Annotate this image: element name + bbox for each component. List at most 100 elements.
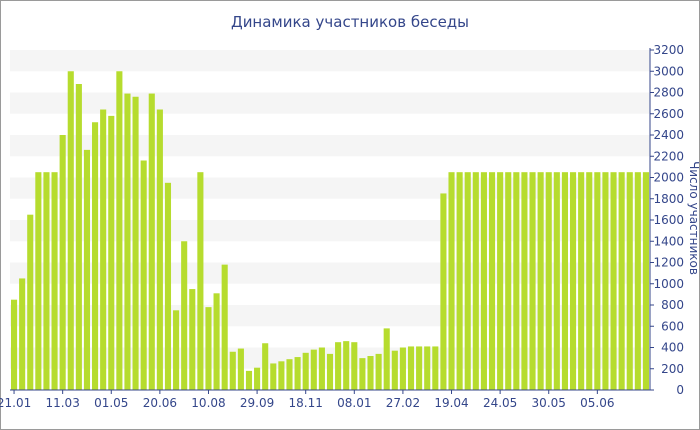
- bar: [569, 172, 577, 390]
- x-tick-label: 30.05: [532, 396, 566, 410]
- bar: [270, 363, 277, 390]
- bar: [11, 299, 18, 390]
- bar: [375, 353, 382, 391]
- bar: [424, 346, 431, 390]
- bar: [108, 115, 115, 391]
- bar: [626, 172, 633, 390]
- bar: [302, 352, 309, 390]
- bar: [245, 370, 253, 391]
- bar: [197, 172, 204, 390]
- bar: [610, 172, 617, 390]
- bar: [618, 172, 625, 390]
- bar: [148, 93, 155, 390]
- bar: [497, 172, 504, 390]
- bar: [156, 109, 163, 390]
- bar: [83, 149, 91, 390]
- x-tick-label: 05.06: [580, 396, 614, 410]
- x-tick-label: 21.01: [0, 396, 31, 410]
- bar: [132, 96, 139, 390]
- bar: [472, 172, 479, 390]
- y-tick-label: 800: [661, 298, 684, 312]
- bar: [205, 307, 212, 391]
- x-tick-label: 19.04: [434, 396, 468, 410]
- bar: [634, 172, 641, 390]
- y-tick-label: 2200: [653, 149, 684, 163]
- bar: [553, 172, 560, 390]
- bar: [480, 172, 487, 390]
- bar: [318, 347, 325, 390]
- bar: [456, 172, 463, 390]
- bar: [35, 172, 42, 390]
- bar: [254, 367, 261, 390]
- bar: [513, 172, 520, 390]
- bar: [75, 84, 82, 390]
- bar: [229, 351, 236, 390]
- x-tick-label: 08.01: [337, 396, 371, 410]
- bar: [262, 343, 269, 390]
- bar: [594, 172, 601, 390]
- bar: [488, 172, 496, 390]
- bar: [164, 182, 172, 390]
- bar: [294, 357, 301, 390]
- bar: [391, 350, 398, 390]
- grid-band: [10, 50, 650, 72]
- y-tick-label: 2000: [653, 171, 684, 185]
- bar: [59, 135, 66, 390]
- x-tick-label: 18.11: [289, 396, 323, 410]
- bar: [213, 293, 220, 390]
- bar: [367, 356, 374, 390]
- bar: [537, 172, 544, 390]
- y-tick-label: 400: [661, 341, 684, 355]
- y-axis-label: Число участников: [687, 161, 700, 275]
- grid-band: [10, 92, 650, 114]
- bar: [448, 172, 455, 390]
- x-tick-label: 24.05: [483, 396, 517, 410]
- y-tick-label: 2400: [653, 128, 684, 142]
- bar: [221, 264, 228, 391]
- bar: [642, 172, 649, 390]
- bar: [545, 172, 552, 390]
- bar: [43, 172, 50, 390]
- bar: [440, 193, 447, 390]
- bar: [92, 122, 99, 390]
- bar: [383, 328, 390, 391]
- bar: [399, 347, 406, 390]
- y-tick-label: 3200: [653, 43, 684, 57]
- bar: [602, 172, 609, 390]
- bar: [529, 172, 536, 390]
- bar: [278, 361, 285, 390]
- y-tick-label: 1000: [653, 277, 684, 291]
- x-tick-label: 11.03: [45, 396, 79, 410]
- bar: [335, 342, 342, 390]
- y-tick-label: 600: [661, 319, 684, 333]
- x-tick-label: 29.09: [240, 396, 274, 410]
- bar: [124, 93, 131, 390]
- bar: [561, 172, 568, 390]
- bar: [51, 172, 58, 390]
- bar: [286, 359, 293, 390]
- bar: [237, 348, 244, 390]
- bar: [27, 214, 34, 390]
- y-tick-label: 1400: [653, 234, 684, 248]
- x-tick-label: 27.02: [386, 396, 420, 410]
- grid-band: [10, 135, 650, 157]
- y-tick-label: 3000: [653, 64, 684, 78]
- y-tick-label: 1600: [653, 213, 684, 227]
- x-tick-label: 01.05: [94, 396, 128, 410]
- bar: [432, 346, 439, 390]
- bar: [19, 278, 26, 390]
- chart-title: Динамика участников беседы: [230, 13, 470, 31]
- bar: [578, 172, 585, 390]
- bar: [189, 289, 196, 390]
- y-tick-label: 1200: [653, 256, 684, 270]
- y-tick-label: 2800: [653, 86, 684, 100]
- bar: [416, 346, 423, 390]
- bar: [521, 172, 528, 390]
- bar: [326, 353, 334, 391]
- bar: [586, 172, 593, 390]
- bar: [351, 342, 358, 390]
- y-tick-label: 1800: [653, 192, 684, 206]
- y-tick-label: 2600: [653, 107, 684, 121]
- y-tick-label: 0: [676, 383, 684, 397]
